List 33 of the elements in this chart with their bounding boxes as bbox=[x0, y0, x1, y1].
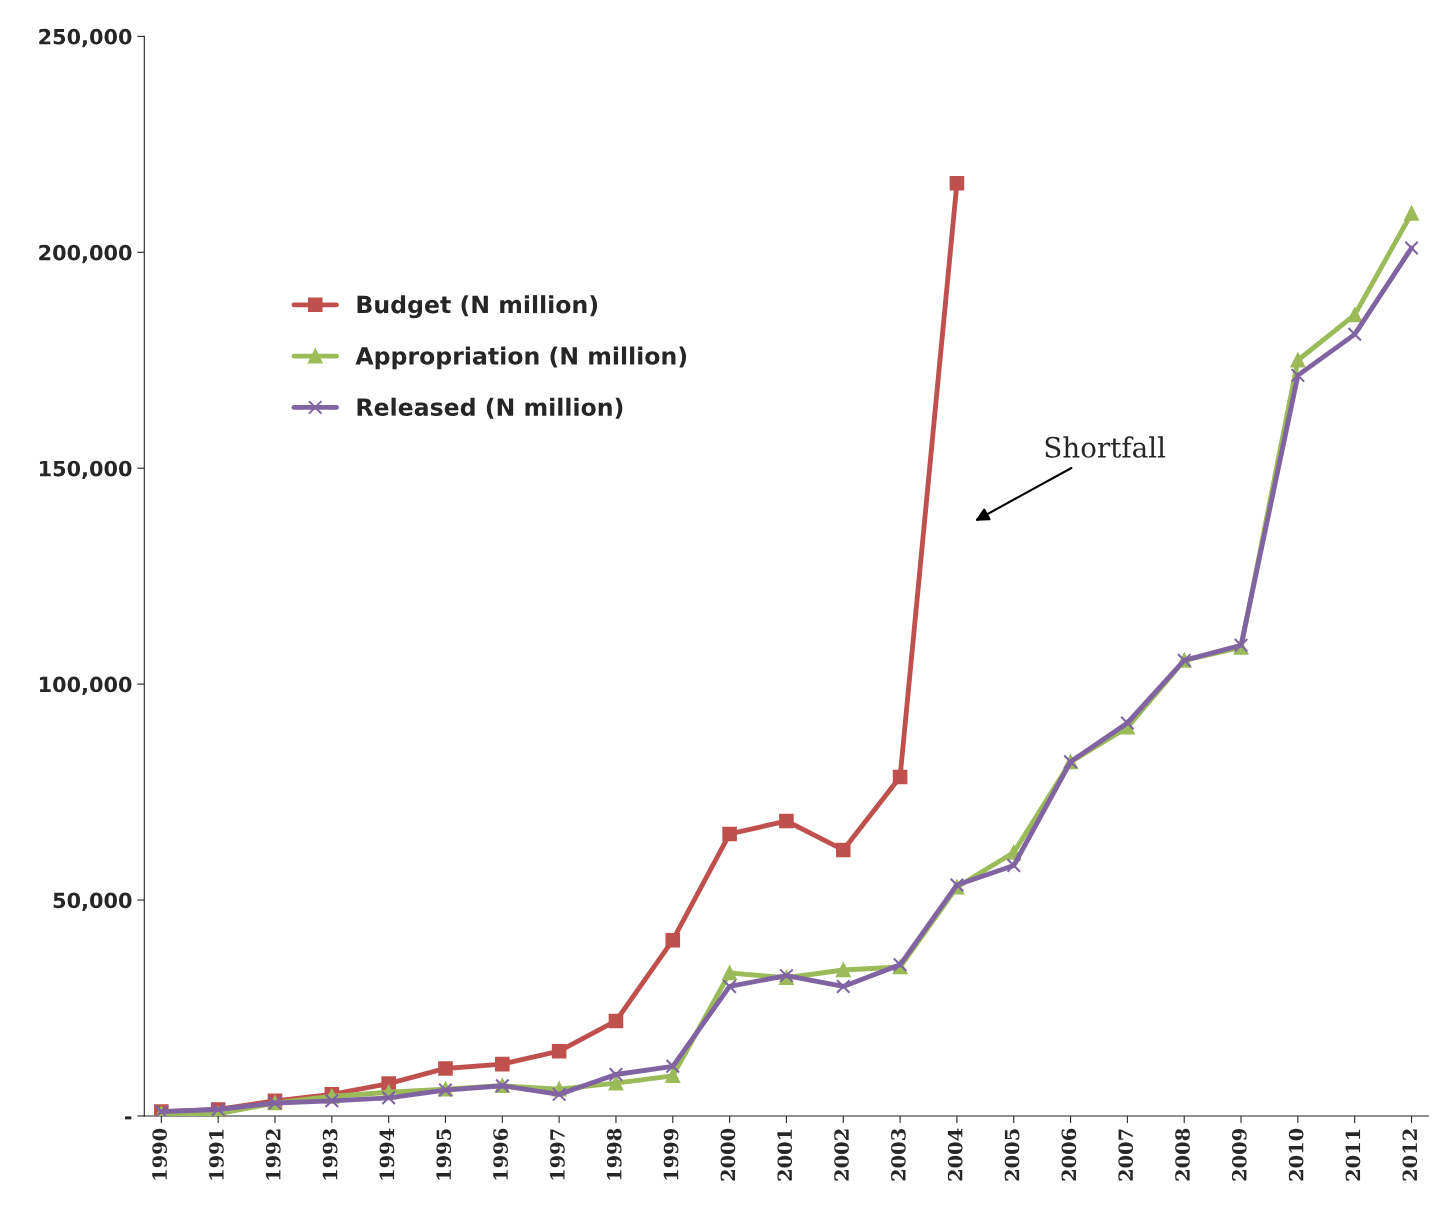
y-tick-label: 200,000 bbox=[39, 244, 132, 264]
x-tick-label: 2001 bbox=[777, 1129, 793, 1181]
x-tick-label: 2010 bbox=[1288, 1128, 1304, 1181]
x-tick-label: 2002 bbox=[834, 1129, 849, 1181]
x-tick-label: 1997 bbox=[550, 1129, 565, 1180]
y-tick-label: - bbox=[124, 1116, 132, 1120]
x-tick-label: 1996 bbox=[493, 1128, 508, 1180]
annotation: Shortfall bbox=[1045, 436, 1166, 458]
x-tick-label: 2006 bbox=[1061, 1128, 1077, 1181]
x-tick-label: 1998 bbox=[606, 1128, 622, 1180]
x-tick-label: 1994 bbox=[379, 1128, 395, 1180]
x-tick-label: 2009 bbox=[1231, 1128, 1247, 1181]
x-tick-label: 2005 bbox=[1004, 1129, 1020, 1181]
x-tick-label: 2007 bbox=[1118, 1129, 1134, 1181]
y-tick-label: 250,000 bbox=[39, 28, 132, 48]
legend-label: Released (N million) bbox=[357, 397, 623, 419]
x-tick-label: 1992 bbox=[265, 1129, 281, 1180]
x-tick-label: 1993 bbox=[322, 1129, 338, 1180]
x-tick-label: 2008 bbox=[1175, 1128, 1190, 1181]
x-tick-label: 2011 bbox=[1345, 1129, 1361, 1181]
y-tick-label: 150,000 bbox=[39, 460, 132, 480]
x-tick-label: 2004 bbox=[947, 1128, 963, 1181]
y-tick-label: 100,000 bbox=[39, 676, 132, 696]
x-tick-label: 1999 bbox=[663, 1128, 679, 1180]
x-tick-label: 2012 bbox=[1402, 1129, 1418, 1181]
x-tick-label: 2003 bbox=[891, 1129, 906, 1181]
x-tick-label: 2000 bbox=[720, 1128, 736, 1181]
x-tick-label: 1995 bbox=[436, 1129, 452, 1180]
legend-label: Budget (N million) bbox=[357, 295, 598, 319]
y-tick-label: 50,000 bbox=[53, 892, 132, 911]
legend-label: Appropriation (N million) bbox=[355, 346, 687, 370]
x-tick-label: 1991 bbox=[209, 1129, 224, 1180]
x-tick-label: 1990 bbox=[152, 1128, 167, 1180]
